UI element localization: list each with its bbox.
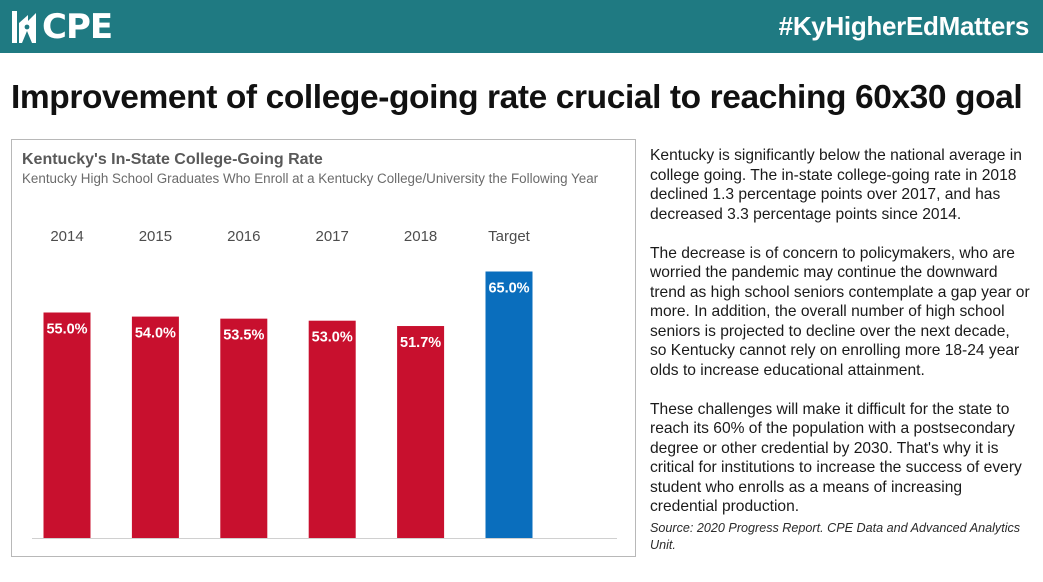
bar-2015[interactable]	[131, 316, 179, 538]
chart-panel: Kentucky's In-State College-Going Rate K…	[11, 139, 636, 557]
hashtag[interactable]: #KyHigherEdMatters	[778, 11, 1030, 41]
bar-chart: 55.0% 2014 54.0% 2015 53.5% 2016 53.0% 2017 51.7…	[32, 228, 617, 539]
bar-2017[interactable]	[308, 320, 356, 538]
category-label-2017: 2017	[316, 228, 349, 245]
category-label-2014: 2014	[50, 228, 83, 245]
source-note: Source: 2020 Progress Report. CPE Data a…	[650, 521, 1021, 552]
bar-2016[interactable]	[220, 318, 268, 538]
data-label-target: 65.0%	[488, 281, 529, 297]
top-banner: CPE #KyHigherEdMatters	[0, 0, 1043, 53]
cpe-logo[interactable]: CPE	[10, 6, 113, 48]
bar-target[interactable]	[485, 271, 533, 539]
cpe-logo-icon	[12, 11, 36, 43]
data-label-2018: 51.7%	[400, 335, 441, 351]
data-label-2014: 55.0%	[46, 322, 87, 338]
data-label-2017: 53.0%	[312, 330, 353, 346]
body-paragraph-3: These challenges will make it difficult …	[650, 400, 1022, 516]
category-label-target: Target	[488, 228, 531, 245]
chart-title: Kentucky's In-State College-Going Rate	[22, 151, 323, 168]
category-label-2016: 2016	[227, 228, 260, 245]
body-text: Kentucky is significantly below the nati…	[650, 146, 1030, 536]
data-label-2016: 53.5%	[223, 328, 264, 344]
chart-subtitle: Kentucky High School Graduates Who Enrol…	[22, 171, 599, 186]
body-paragraph-2: The decrease is of concern to policymake…	[650, 244, 1030, 379]
category-label-2015: 2015	[139, 228, 172, 245]
category-label-2018: 2018	[404, 228, 437, 245]
page-headline: Improvement of college-going rate crucia…	[11, 79, 1023, 116]
logo-text: CPE	[42, 7, 113, 47]
bar-2014[interactable]	[43, 312, 91, 539]
body-paragraph-1: Kentucky is significantly below the nati…	[650, 147, 1022, 223]
data-label-2015: 54.0%	[135, 326, 176, 342]
bar-2018[interactable]	[397, 326, 445, 538]
